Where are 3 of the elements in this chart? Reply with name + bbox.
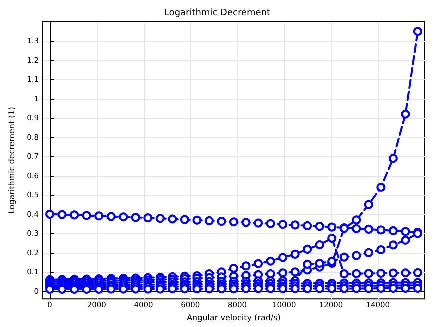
y-axis-title: Logarithmic decrement (1) bbox=[8, 106, 16, 214]
x-axis-title: Angular velocity (rad/s) bbox=[187, 314, 281, 322]
chart-title: Logarithmic Decrement bbox=[164, 8, 272, 18]
